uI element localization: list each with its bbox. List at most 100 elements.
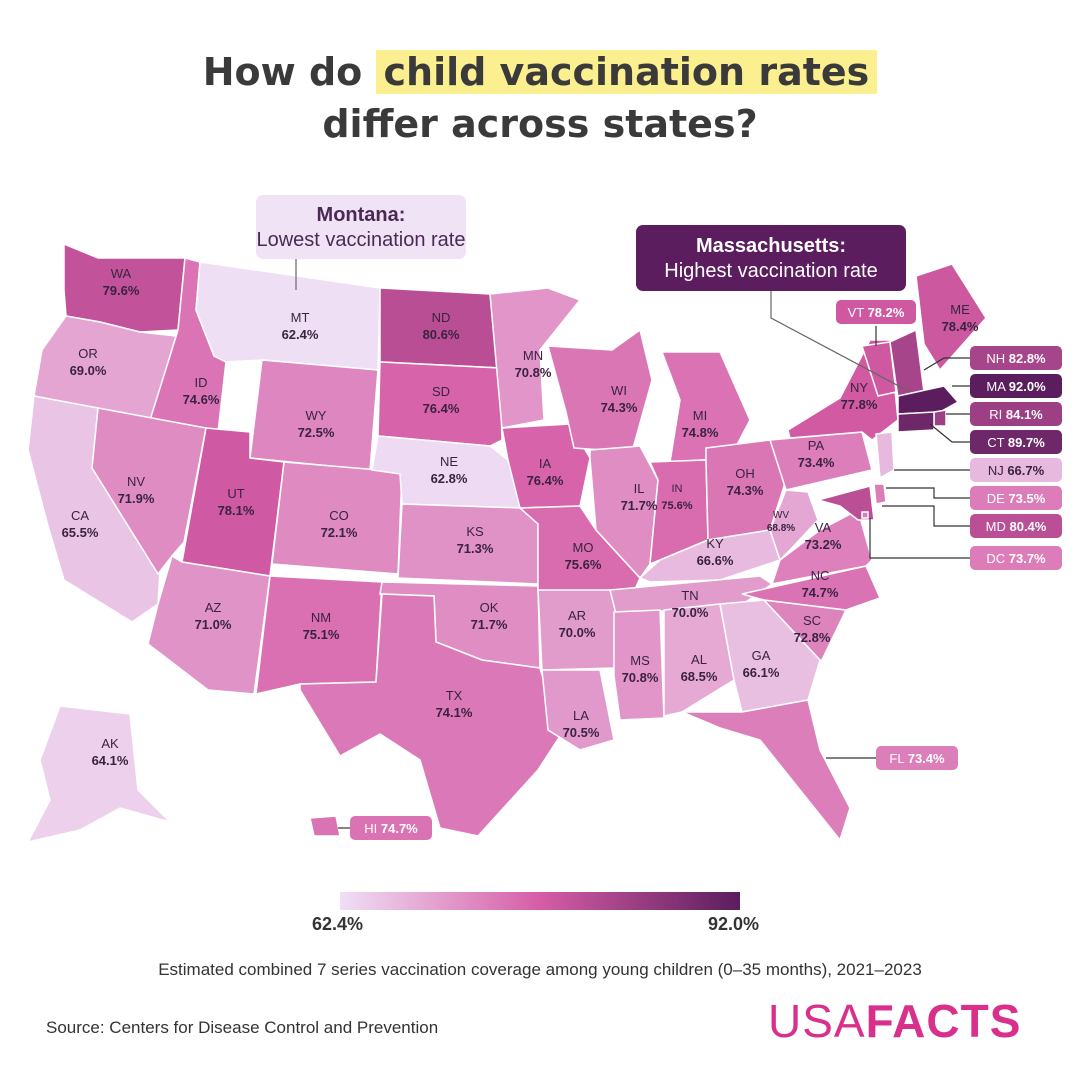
callout-abbr-nj: NJ	[988, 463, 1008, 478]
state-value-wi: 74.3%	[601, 400, 638, 415]
callout-value-nj: 66.7%	[1007, 463, 1044, 478]
callout-text-hi: HI 74.7%	[364, 821, 418, 836]
callout-value-vt: 78.2%	[868, 305, 905, 320]
state-label-wv: WV	[773, 510, 789, 521]
states-layer	[26, 242, 987, 844]
highest-annotation-pointer	[770, 291, 911, 393]
callout-box-hi	[350, 816, 432, 840]
state-label-ca: CA	[71, 508, 89, 523]
state-value-mn: 70.8%	[515, 365, 552, 380]
callout-value-ri: 84.1%	[1006, 407, 1043, 422]
state-labels: WA 79.6% OR 69.0% CA 65.5% ID 74.6% NV 71.9% MT 62.…	[62, 266, 979, 768]
callout-box-md	[970, 514, 1062, 538]
lowest-annotation: Montana: Lowest vaccination rate	[256, 195, 466, 290]
state-label-ks: KS	[466, 524, 484, 539]
callout-text-md: MD 80.4%	[986, 519, 1047, 534]
callout-leader-nh	[923, 357, 970, 371]
callout-value-dc: 73.7%	[1009, 551, 1046, 566]
state-value-ne: 62.8%	[431, 471, 468, 486]
state-value-ks: 71.3%	[457, 541, 494, 556]
chart-caption: Estimated combined 7 series vaccination …	[158, 960, 922, 979]
callout-box-dc	[970, 546, 1062, 570]
lowest-annotation-line1: Montana:	[317, 204, 406, 226]
callout-leader-de	[886, 487, 970, 499]
state-mt	[195, 261, 381, 371]
state-callouts: VT 78.2%NH 82.8%MA 92.0%RI 84.1%CT 89.7%…	[350, 300, 1062, 840]
state-value-sd: 76.4%	[423, 401, 460, 416]
state-value-ar: 70.0%	[559, 625, 596, 640]
title-highlight: child vaccination rates	[375, 50, 878, 94]
state-label-nc: NC	[811, 568, 830, 583]
state-value-ms: 70.8%	[622, 670, 659, 685]
state-fl	[681, 699, 851, 842]
callout-value-md: 80.4%	[1009, 519, 1046, 534]
callout-text-vt: VT 78.2%	[848, 305, 905, 320]
callout-text-ma: MA 92.0%	[986, 379, 1046, 394]
state-hi	[309, 815, 341, 837]
state-label-nm: NM	[311, 610, 331, 625]
callout-abbr-ma: MA	[986, 379, 1008, 394]
callout-box-fl	[876, 746, 958, 770]
state-value-il: 71.7%	[621, 498, 658, 513]
callout-text-nh: NH 82.8%	[986, 351, 1046, 366]
state-me	[915, 263, 987, 372]
state-label-ny: NY	[850, 380, 868, 395]
state-value-nc: 74.7%	[802, 585, 839, 600]
lowest-annotation-text: Lowest vaccination rate	[256, 229, 465, 251]
state-label-az: AZ	[205, 600, 222, 615]
callout-value-hi: 74.7%	[381, 821, 418, 836]
callout-box-ct	[970, 430, 1062, 454]
callout-abbr-de: DE	[987, 491, 1009, 506]
callout-text-ri: RI 84.1%	[989, 407, 1043, 422]
state-label-mi: MI	[693, 408, 707, 423]
highest-annotation-line1: Massachusetts:	[696, 235, 846, 257]
state-label-va: VA	[815, 520, 832, 535]
state-label-ia: IA	[539, 456, 552, 471]
state-value-az: 71.0%	[195, 617, 232, 632]
callout-abbr-vt: VT	[848, 305, 868, 320]
callout-box-vt	[836, 300, 916, 324]
state-value-or: 69.0%	[70, 363, 107, 378]
state-label-wa: WA	[111, 266, 132, 281]
callout-abbr-ri: RI	[989, 407, 1006, 422]
state-label-id: ID	[195, 375, 208, 390]
callout-text-dc: DC 73.7%	[986, 551, 1046, 566]
state-value-va: 73.2%	[805, 537, 842, 552]
state-tx	[299, 593, 561, 837]
state-wi	[547, 328, 653, 453]
state-il	[589, 445, 659, 580]
state-label-sd: SD	[432, 384, 450, 399]
state-label-oh: OH	[735, 466, 755, 481]
legend-min-label: 62.4%	[312, 914, 364, 934]
callout-text-de: DE 73.5%	[987, 491, 1046, 506]
state-label-nd: ND	[432, 310, 451, 325]
state-value-tn: 70.0%	[672, 605, 709, 620]
callout-box-nj	[970, 458, 1062, 482]
state-label-in: IN	[672, 483, 683, 495]
callout-abbr-dc: DC	[986, 551, 1008, 566]
state-value-nd: 80.6%	[423, 327, 460, 342]
highest-annotation-box	[636, 225, 906, 291]
state-value-ia: 76.4%	[527, 473, 564, 488]
state-label-me: ME	[950, 302, 970, 317]
state-label-ak: AK	[101, 736, 119, 751]
state-de	[873, 483, 887, 505]
callout-box-ma	[970, 374, 1062, 398]
state-la	[541, 669, 615, 751]
highest-annotation-name: Massachusetts:	[696, 235, 846, 257]
state-value-ga: 66.1%	[743, 665, 780, 680]
state-ms	[613, 609, 665, 721]
callout-value-de: 73.5%	[1008, 491, 1045, 506]
state-value-pa: 73.4%	[798, 455, 835, 470]
state-label-tx: TX	[446, 688, 463, 703]
state-value-sc: 72.8%	[794, 630, 831, 645]
state-ak	[26, 705, 173, 844]
highest-annotation-text: Highest vaccination rate	[664, 260, 877, 282]
state-label-ne: NE	[440, 454, 458, 469]
state-label-al: AL	[691, 652, 707, 667]
state-md	[815, 485, 875, 521]
state-value-ak: 64.1%	[92, 753, 129, 768]
title-line2: differ across states?	[322, 102, 758, 146]
state-value-oh: 74.3%	[727, 483, 764, 498]
callout-value-ma: 92.0%	[1009, 379, 1046, 394]
